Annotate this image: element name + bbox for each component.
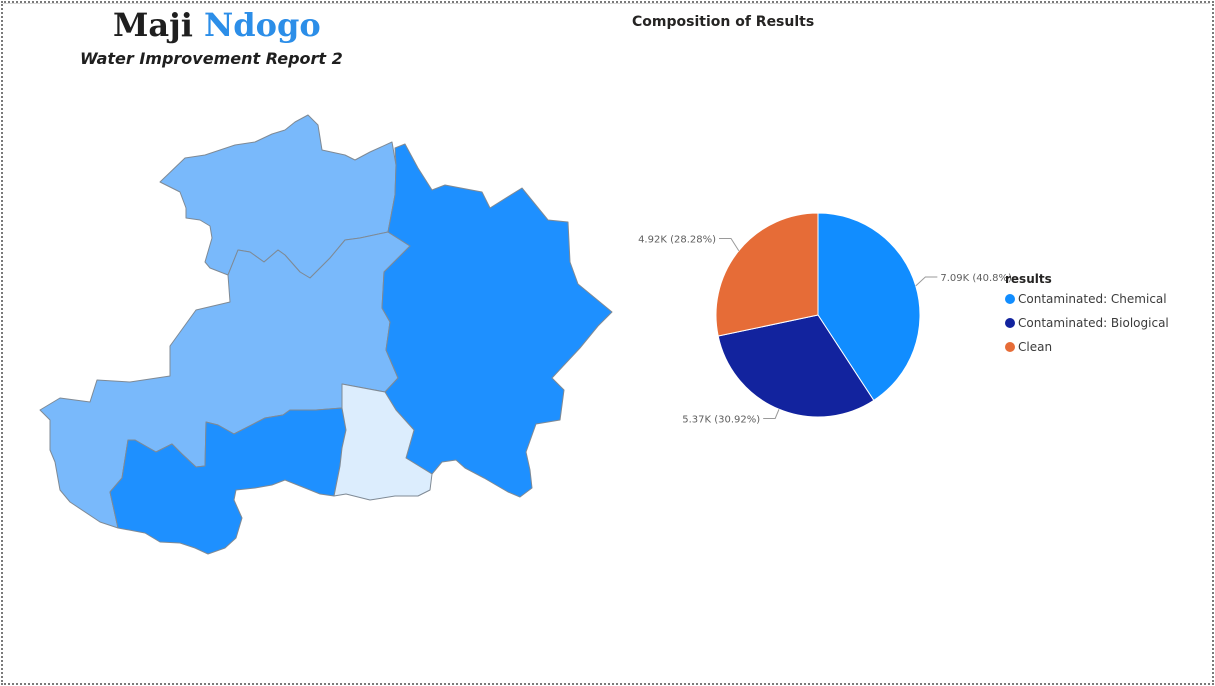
legend-item-clean[interactable]: Clean (1005, 339, 1169, 363)
data-label-chemical: 7.09K (40.8%) (940, 273, 1012, 284)
report-title: Maji Ndogo (113, 6, 321, 44)
report-title-part1: Maji (113, 6, 193, 44)
legend-title: results (1005, 272, 1052, 286)
pie-slice-biological[interactable] (717, 314, 875, 418)
pie-slices (715, 212, 921, 418)
map-region-south[interactable] (109, 407, 347, 555)
legend-marker-icon (1005, 294, 1015, 304)
chart-legend: results Contaminated: Chemical Contamina… (1005, 272, 1169, 363)
pie-labels: 7.09K (40.8%) 5.37K (30.92%) 4.92K (28.28%… (638, 234, 1012, 425)
data-label-clean: 4.92K (28.28%) (638, 234, 716, 245)
legend-item-biological[interactable]: Contaminated: Biological (1005, 315, 1169, 339)
legend-marker-icon (1005, 342, 1015, 352)
top-divider (3, 3, 1210, 4)
map-region-southeast[interactable] (333, 383, 433, 501)
province-map[interactable] (30, 105, 620, 565)
report-subtitle: Water Improvement Report 2 (80, 49, 343, 68)
legend-item-chemical[interactable]: Contaminated: Chemical (1005, 291, 1169, 315)
data-label-biological: 5.37K (30.92%) (682, 414, 760, 425)
report-title-part2: Ndogo (204, 6, 321, 44)
pie-slice-clean[interactable] (715, 212, 819, 337)
leader-line (719, 237, 740, 252)
legend-label: Contaminated: Chemical (1018, 292, 1167, 306)
map-region-east[interactable] (381, 143, 613, 498)
chart-title: Composition of Results (632, 14, 815, 30)
legend-marker-icon (1005, 318, 1015, 328)
legend-label: Contaminated: Biological (1018, 316, 1169, 330)
legend-label: Clean (1018, 340, 1053, 354)
leader-line (763, 409, 780, 419)
leader-line (915, 276, 938, 287)
